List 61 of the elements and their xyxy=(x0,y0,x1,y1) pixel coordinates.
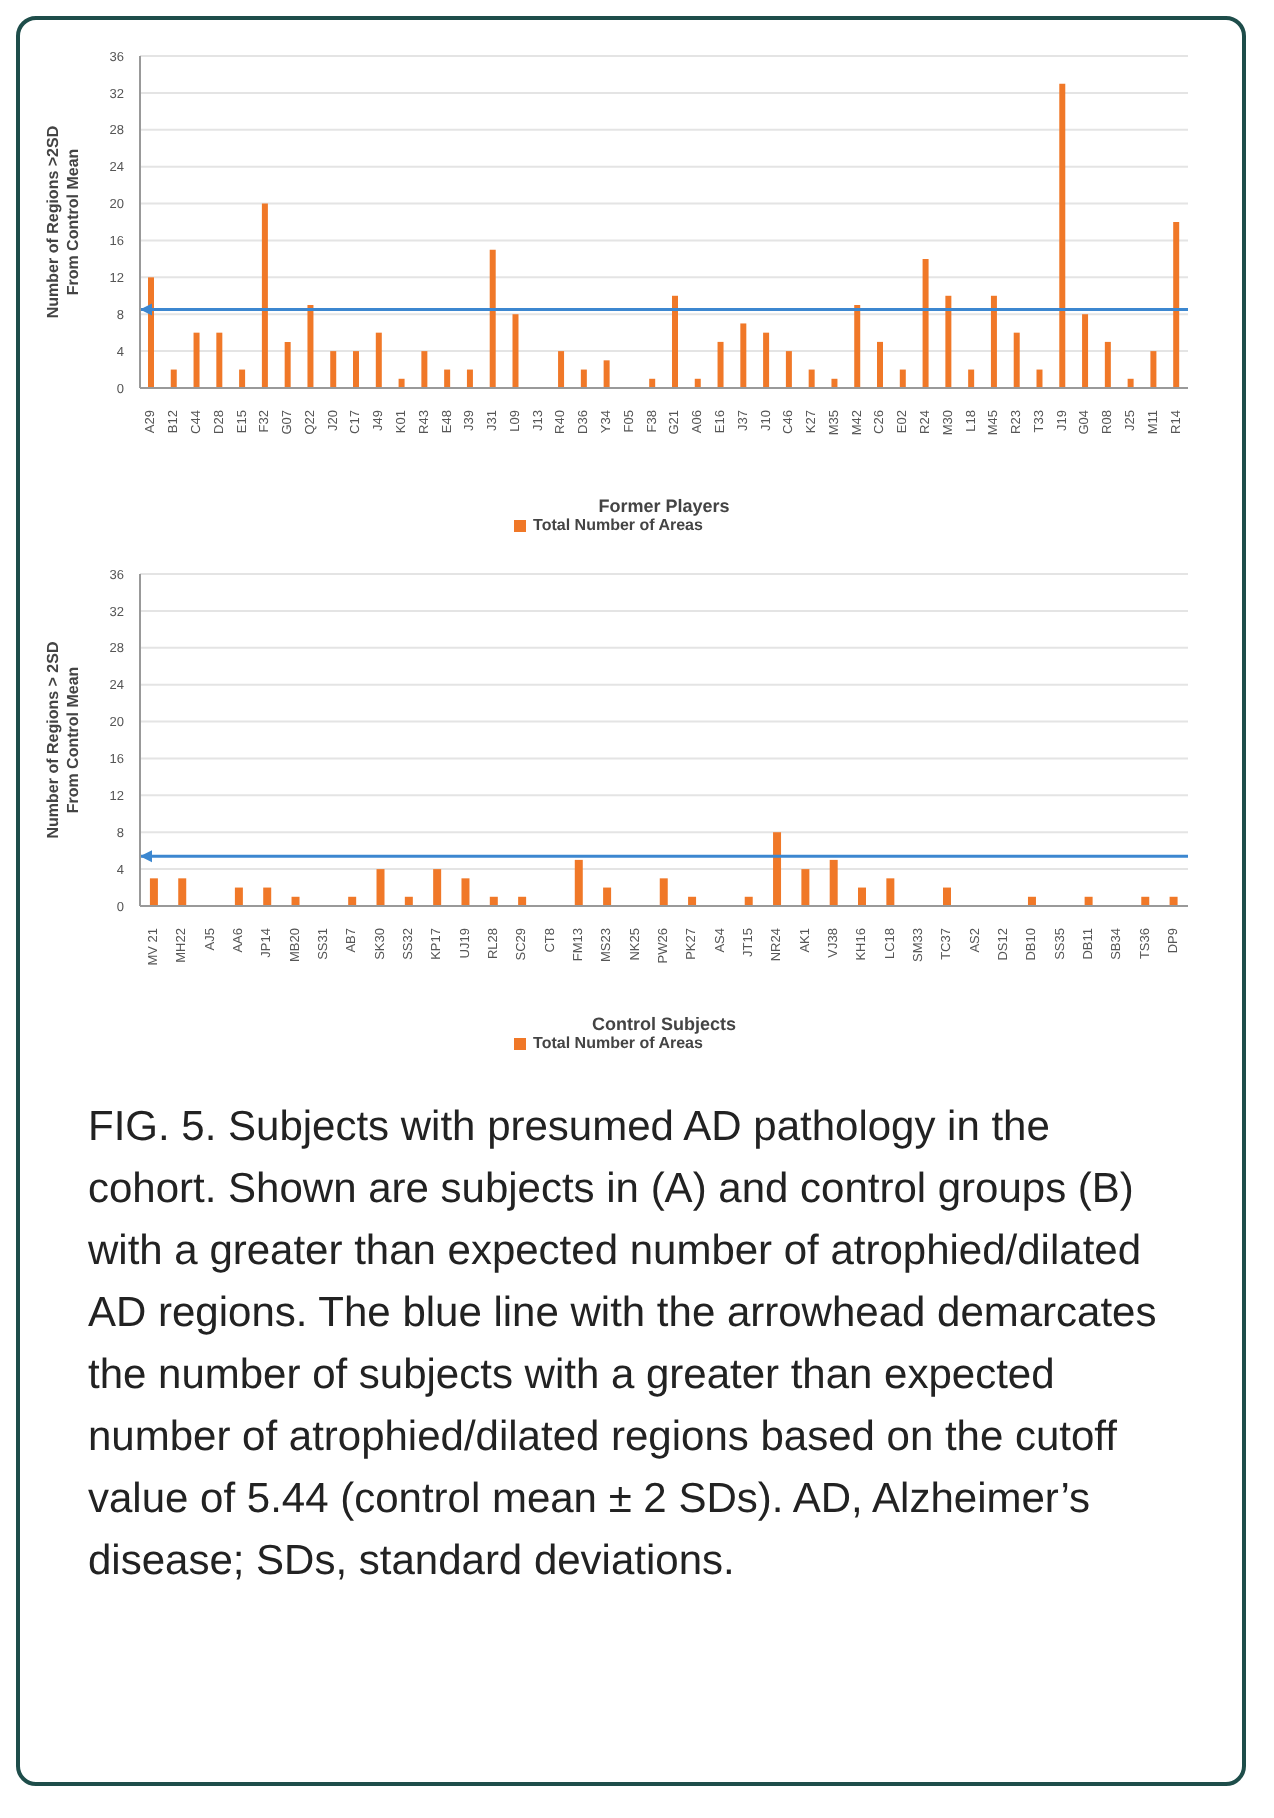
bar xyxy=(466,369,473,388)
bar xyxy=(261,203,268,388)
bar xyxy=(945,295,952,388)
bar xyxy=(149,878,158,906)
bar xyxy=(353,351,360,388)
bar xyxy=(1082,314,1089,388)
bar xyxy=(1104,341,1111,388)
bar xyxy=(854,305,861,388)
legend-label: Total Number of Areas xyxy=(533,516,703,534)
bar xyxy=(580,369,587,388)
x-axis-title: Control Subjects xyxy=(591,1014,737,1034)
bar xyxy=(421,351,428,388)
bar xyxy=(785,351,792,388)
bar xyxy=(263,887,272,906)
bar xyxy=(990,295,997,388)
bar xyxy=(1150,351,1157,388)
y-axis-title: Number of Regions >2SD From Control Mean xyxy=(44,125,82,319)
bar xyxy=(375,332,382,388)
bar xyxy=(808,369,815,388)
bar xyxy=(968,369,975,388)
bar xyxy=(1036,369,1043,388)
bar xyxy=(574,859,583,906)
bar xyxy=(216,332,223,388)
bar xyxy=(671,295,678,388)
bar xyxy=(234,887,243,906)
y-axis-title: Number of Regions > 2SD From Control Mean xyxy=(44,641,82,839)
bar xyxy=(603,360,610,388)
bar xyxy=(330,351,337,388)
legend-label: Total Number of Areas xyxy=(533,1034,703,1052)
bar xyxy=(740,323,747,388)
bar xyxy=(433,869,442,906)
caption: FIG. 5. Subjects with presumed AD pathology in the cohort. Shown are subjects in (A) and control groups (B) with a greater than expected number of atrophied/dilated AD regions. The blue line with the arrowhead demarcates the number of subjects with a greater than expected number of atrophied/dilated regions based on the cutoff value of 5.44 (control mean ± 2 SDs). AD, Alzheimer’s disease; SDs, standard deviations. xyxy=(86,1102,1159,1588)
x-axis-title: Former Players xyxy=(598,496,730,516)
bar xyxy=(899,369,906,388)
bar xyxy=(284,341,291,388)
bar xyxy=(461,878,470,906)
bar xyxy=(489,249,496,388)
bar xyxy=(376,869,385,906)
bar xyxy=(239,369,246,388)
bar xyxy=(558,351,565,388)
bar xyxy=(178,878,187,906)
bar xyxy=(444,369,451,388)
bar xyxy=(193,332,200,388)
bar xyxy=(829,859,838,906)
bar xyxy=(942,887,951,906)
bar xyxy=(1059,83,1066,388)
bar xyxy=(307,305,314,388)
bar xyxy=(763,332,770,388)
bar xyxy=(922,258,929,388)
bar xyxy=(512,314,519,388)
bar xyxy=(858,887,867,906)
bar xyxy=(773,832,782,906)
bar xyxy=(1013,332,1020,388)
bar xyxy=(1173,222,1180,388)
bar xyxy=(603,887,612,906)
bar xyxy=(801,869,810,906)
bar xyxy=(877,341,884,388)
bar xyxy=(170,369,177,388)
bar xyxy=(717,341,724,388)
bar xyxy=(886,878,895,906)
bar xyxy=(659,878,668,906)
